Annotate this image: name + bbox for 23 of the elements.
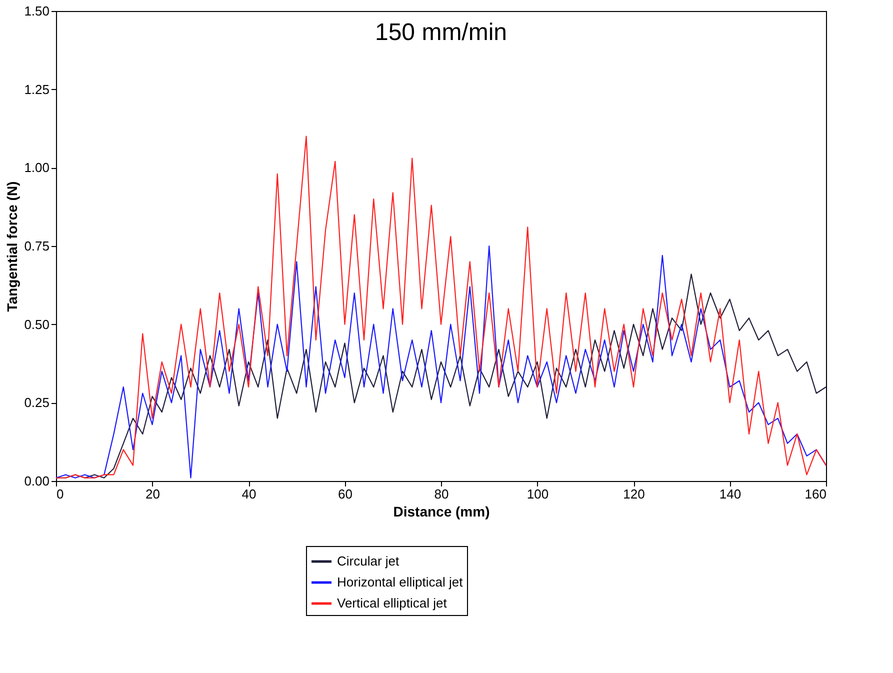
x-tick-label: 120 <box>623 486 645 502</box>
x-tick-label: 20 <box>146 486 160 502</box>
legend-label: Horizontal elliptical jet <box>337 574 464 590</box>
legend-label: Vertical elliptical jet <box>337 596 448 610</box>
y-tick-label: 0.25 <box>24 395 50 410</box>
y-tick-label: 0.75 <box>24 238 50 254</box>
x-tick-label: 140 <box>719 486 742 502</box>
x-tick-label: 40 <box>242 486 256 502</box>
x-tick-label: 80 <box>434 486 449 502</box>
chart-title: 150 mm/min <box>374 19 508 46</box>
y-tick-label: 0.50 <box>24 316 50 332</box>
x-tick-label: 60 <box>338 486 352 502</box>
x-tick-label: 100 <box>526 486 549 502</box>
x-axis-title: Distance (mm) <box>393 504 490 520</box>
legend-label: Circular jet <box>337 554 400 568</box>
x-tick-label: 160 <box>804 486 826 502</box>
y-tick-label: 1.50 <box>24 4 50 18</box>
x-tick-label: 0 <box>56 486 64 502</box>
line-series <box>55 136 827 478</box>
y-axis-title: Tangential force (N) <box>4 181 20 312</box>
y-tick-label: 1.25 <box>24 82 50 97</box>
y-tick-label: 1.00 <box>24 160 50 176</box>
y-tick-label: 0.00 <box>24 474 50 488</box>
